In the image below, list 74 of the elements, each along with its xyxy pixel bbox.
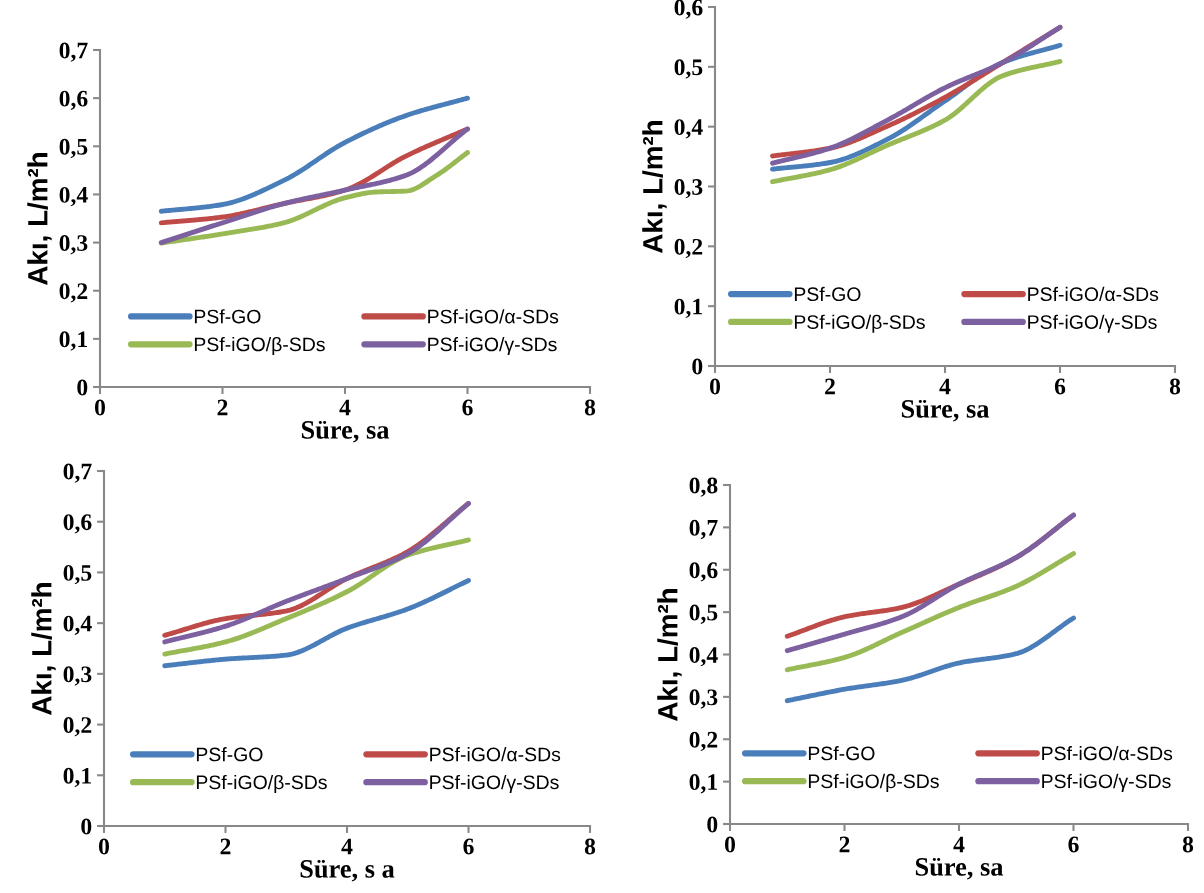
legend-label: PSf-iGO/γ-SDs <box>1028 314 1157 333</box>
x-tick-label: 0 <box>725 836 735 853</box>
y-tick-label: 0,2 <box>59 283 88 303</box>
y-tick-label: 0,2 <box>674 238 703 259</box>
x-tick-label: 8 <box>584 399 596 416</box>
y-tick-label: 0,5 <box>689 604 718 624</box>
x-tick-label: 6 <box>463 838 474 855</box>
x-tick-label: 8 <box>1169 378 1181 395</box>
y-tick-label: 0,2 <box>689 731 718 752</box>
legend-label: PSf-iGO/α-SDs <box>1028 286 1159 302</box>
y-tick-label: 0,1 <box>63 767 91 788</box>
y-tick-label: 0,5 <box>674 59 703 79</box>
y-axis-title: Akı, L/m²h <box>27 153 52 285</box>
y-tick-label: 0,6 <box>63 514 92 534</box>
x-tick-label: 0 <box>99 838 109 855</box>
x-tick-label: 2 <box>825 378 835 395</box>
y-tick-label: 0,5 <box>59 138 88 159</box>
y-tick-label: 0,2 <box>63 717 92 737</box>
y-tick-label: 0,5 <box>63 564 92 585</box>
y-tick-label: 0 <box>692 358 703 375</box>
y-tick-label: 0,4 <box>63 615 92 635</box>
x-tick-label: 6 <box>1054 378 1066 395</box>
legend-label: PSf-iGO/β-SDs <box>194 336 325 356</box>
x-tick-label: 2 <box>220 838 231 855</box>
x-tick-label: 4 <box>939 378 951 395</box>
y-tick-label: 0,3 <box>689 689 718 709</box>
x-axis-title: Süre, sa <box>915 857 1004 880</box>
y-tick-label: 0,6 <box>674 0 703 19</box>
x-axis-title: Süre, sa <box>301 420 390 443</box>
y-tick-label: 0,1 <box>689 774 717 794</box>
legend-label: PSf-GO <box>196 747 263 762</box>
legend-label: PSf-GO <box>194 309 261 324</box>
x-tick-label: 2 <box>217 399 228 416</box>
legend-label: PSf-iGO/γ-SDs <box>428 336 557 356</box>
x-tick-label: 8 <box>1182 836 1194 853</box>
x-tick-label: 0 <box>95 399 105 416</box>
x-axis-title: Süre, sa <box>901 399 990 422</box>
legend-label: PSf-iGO/γ-SDs <box>1042 773 1171 792</box>
y-tick-label: 0 <box>81 818 92 835</box>
legend-label: PSf-iGO/β-SDs <box>196 774 327 794</box>
legend-label: PSf-iGO/α-SDs <box>430 747 561 762</box>
y-tick-label: 0,7 <box>59 42 88 62</box>
x-tick-label: 4 <box>953 836 965 853</box>
legend-label: PSf-iGO/β-SDs <box>808 773 939 792</box>
y-axis-title: Akı, L/m²h <box>657 589 682 721</box>
y-axis-title: Akı, L/m²h <box>31 583 56 715</box>
y-tick-label: 0,1 <box>59 331 87 351</box>
y-tick-label: 0,7 <box>689 519 718 540</box>
x-tick-label: 4 <box>341 838 353 855</box>
y-tick-label: 0,6 <box>689 562 718 582</box>
legend-label: PSf-iGO/γ-SDs <box>430 774 559 794</box>
legend-label: PSf-GO <box>808 746 875 761</box>
legend-label: PSf-iGO/α-SDs <box>1042 746 1173 761</box>
x-axis-title: Süre, s a <box>300 859 395 882</box>
y-axis-title: Akı, L/m²h <box>642 121 667 253</box>
x-tick-label: 4 <box>339 399 351 416</box>
y-tick-label: 0,4 <box>674 119 703 139</box>
y-tick-label: 0,3 <box>59 235 88 255</box>
y-tick-label: 0,8 <box>689 477 718 497</box>
legend-label: PSf-iGO/α-SDs <box>428 309 559 324</box>
y-tick-label: 0,3 <box>63 666 92 686</box>
x-tick-label: 6 <box>462 399 473 416</box>
y-tick-label: 0,6 <box>59 90 88 110</box>
y-tick-label: 0,7 <box>63 463 92 483</box>
x-tick-label: 2 <box>839 836 850 853</box>
y-tick-label: 0,4 <box>59 186 88 207</box>
y-tick-label: 0,1 <box>674 298 702 319</box>
y-tick-label: 0 <box>707 816 718 833</box>
legend-label: PSf-GO <box>794 286 861 302</box>
x-tick-label: 6 <box>1068 836 1079 853</box>
x-tick-label: 8 <box>584 838 596 855</box>
y-tick-label: 0,3 <box>674 178 703 199</box>
y-tick-label: 0,4 <box>689 646 718 667</box>
legend-label: PSf-iGO/β-SDs <box>794 314 925 333</box>
